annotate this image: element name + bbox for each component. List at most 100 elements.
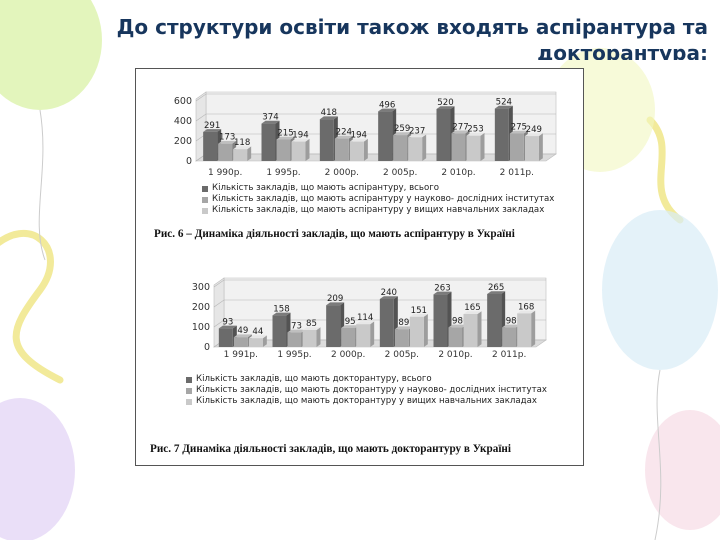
data-label: 95: [345, 317, 356, 327]
bar: [502, 327, 517, 347]
bar-top: [394, 326, 413, 330]
data-label: 520: [437, 98, 453, 108]
bar-top: [524, 133, 543, 137]
legend-entry: Кількість закладів, що мають аспірантуру…: [202, 194, 554, 205]
gridline: [213, 279, 546, 288]
data-label: 118: [234, 138, 250, 148]
data-label: 98: [452, 316, 463, 326]
bar-top: [448, 324, 467, 328]
bar-top: [334, 135, 353, 139]
bar-top: [218, 140, 237, 144]
bar: [517, 313, 532, 347]
bar: [203, 131, 218, 161]
bar: [463, 314, 478, 347]
bar-top: [494, 105, 513, 109]
legend-label: Кількість закладів, що мають аспірантуру…: [212, 194, 555, 204]
bar: [272, 315, 287, 347]
bar: [287, 332, 302, 347]
data-label: 73: [291, 321, 302, 331]
legend-entry: Кількість закладів, що мають докторантур…: [186, 374, 547, 385]
bar: [451, 133, 466, 161]
bar-top: [326, 302, 345, 306]
bar: [356, 324, 371, 347]
data-label: 89: [398, 318, 409, 328]
bar-top: [487, 291, 506, 294]
legend-entry: Кількість закладів, що мають докторантур…: [186, 385, 547, 396]
bar: [448, 327, 463, 347]
bar: [218, 143, 233, 161]
data-label: 173: [219, 133, 235, 143]
chart2-legend: Кількість закладів, що мають докторантур…: [186, 374, 547, 407]
chart1-legend: Кількість закладів, що мають аспірантуру…: [202, 183, 554, 216]
legend-swatch: [202, 207, 208, 214]
bar: [378, 111, 393, 161]
x-tick-label: 2 000р.: [331, 350, 365, 360]
data-label: 224: [336, 128, 352, 138]
figure-frame: 0 200 400 600 291 173 118 1 990р. 374 215 194 1 995…: [135, 68, 584, 466]
bar-top: [509, 130, 528, 134]
bar-top: [302, 327, 321, 330]
legend-entry: Кількість закладів, що мають аспірантуру…: [202, 183, 554, 194]
legend-label: Кількість закладів, що мають докторантур…: [196, 374, 432, 384]
bar-top: [218, 325, 237, 329]
bar-top: [393, 132, 412, 136]
y-tick-label: 300: [192, 282, 210, 293]
bar-side: [370, 321, 375, 347]
data-label: 165: [464, 303, 480, 313]
bar-top: [349, 138, 368, 142]
y-tick-label: 0: [186, 156, 192, 167]
bar: [509, 133, 524, 161]
chart1-caption: Рис. 6 – Динаміка діяльності закладів, щ…: [154, 228, 515, 240]
bar: [524, 136, 539, 161]
data-label: 194: [351, 131, 367, 141]
bar: [494, 108, 509, 161]
bar: [291, 141, 306, 161]
bar: [379, 299, 394, 347]
data-label: 524: [496, 98, 512, 108]
bar-top: [261, 120, 280, 124]
bar-top: [408, 134, 427, 138]
x-tick-label: 2 011р.: [500, 168, 534, 178]
bar-top: [276, 136, 295, 140]
bar-top: [287, 329, 306, 333]
bar-top: [378, 108, 397, 112]
bar-top: [517, 310, 536, 314]
bar: [433, 294, 448, 347]
bar-side: [480, 132, 485, 161]
x-tick-label: 2 010р.: [438, 350, 472, 360]
data-label: 277: [452, 122, 468, 132]
data-label: 158: [273, 304, 289, 314]
legend-entry: Кількість закладів, що мають аспірантуру…: [202, 205, 554, 216]
bar-top: [356, 321, 375, 325]
bar: [409, 316, 424, 347]
y-tick-label: 600: [174, 96, 192, 107]
legend-label: Кількість закладів, що мають аспірантуру…: [212, 183, 439, 193]
data-label: 151: [411, 306, 427, 316]
bar: [408, 137, 423, 161]
bar: [233, 149, 248, 161]
bar-side: [531, 310, 536, 347]
bar: [349, 141, 364, 161]
data-label: 93: [222, 317, 233, 327]
data-label: 496: [379, 100, 395, 110]
y-tick-label: 400: [174, 116, 192, 127]
data-label: 237: [409, 126, 425, 136]
bar: [261, 123, 276, 161]
x-tick-label: 2 005р.: [385, 350, 419, 360]
bar: [466, 135, 481, 161]
bar-side: [305, 138, 310, 161]
bar-side: [477, 311, 482, 347]
bar: [218, 328, 233, 347]
y-tick-label: 200: [174, 136, 192, 147]
bar-top: [466, 132, 485, 136]
data-label: 240: [381, 288, 397, 298]
data-label: 291: [204, 121, 220, 131]
gridline: [195, 93, 556, 102]
legend-swatch: [186, 398, 192, 405]
bar-side: [316, 327, 321, 347]
bar-top: [233, 334, 252, 338]
legend-swatch: [186, 376, 192, 383]
y-tick-label: 100: [192, 322, 210, 333]
